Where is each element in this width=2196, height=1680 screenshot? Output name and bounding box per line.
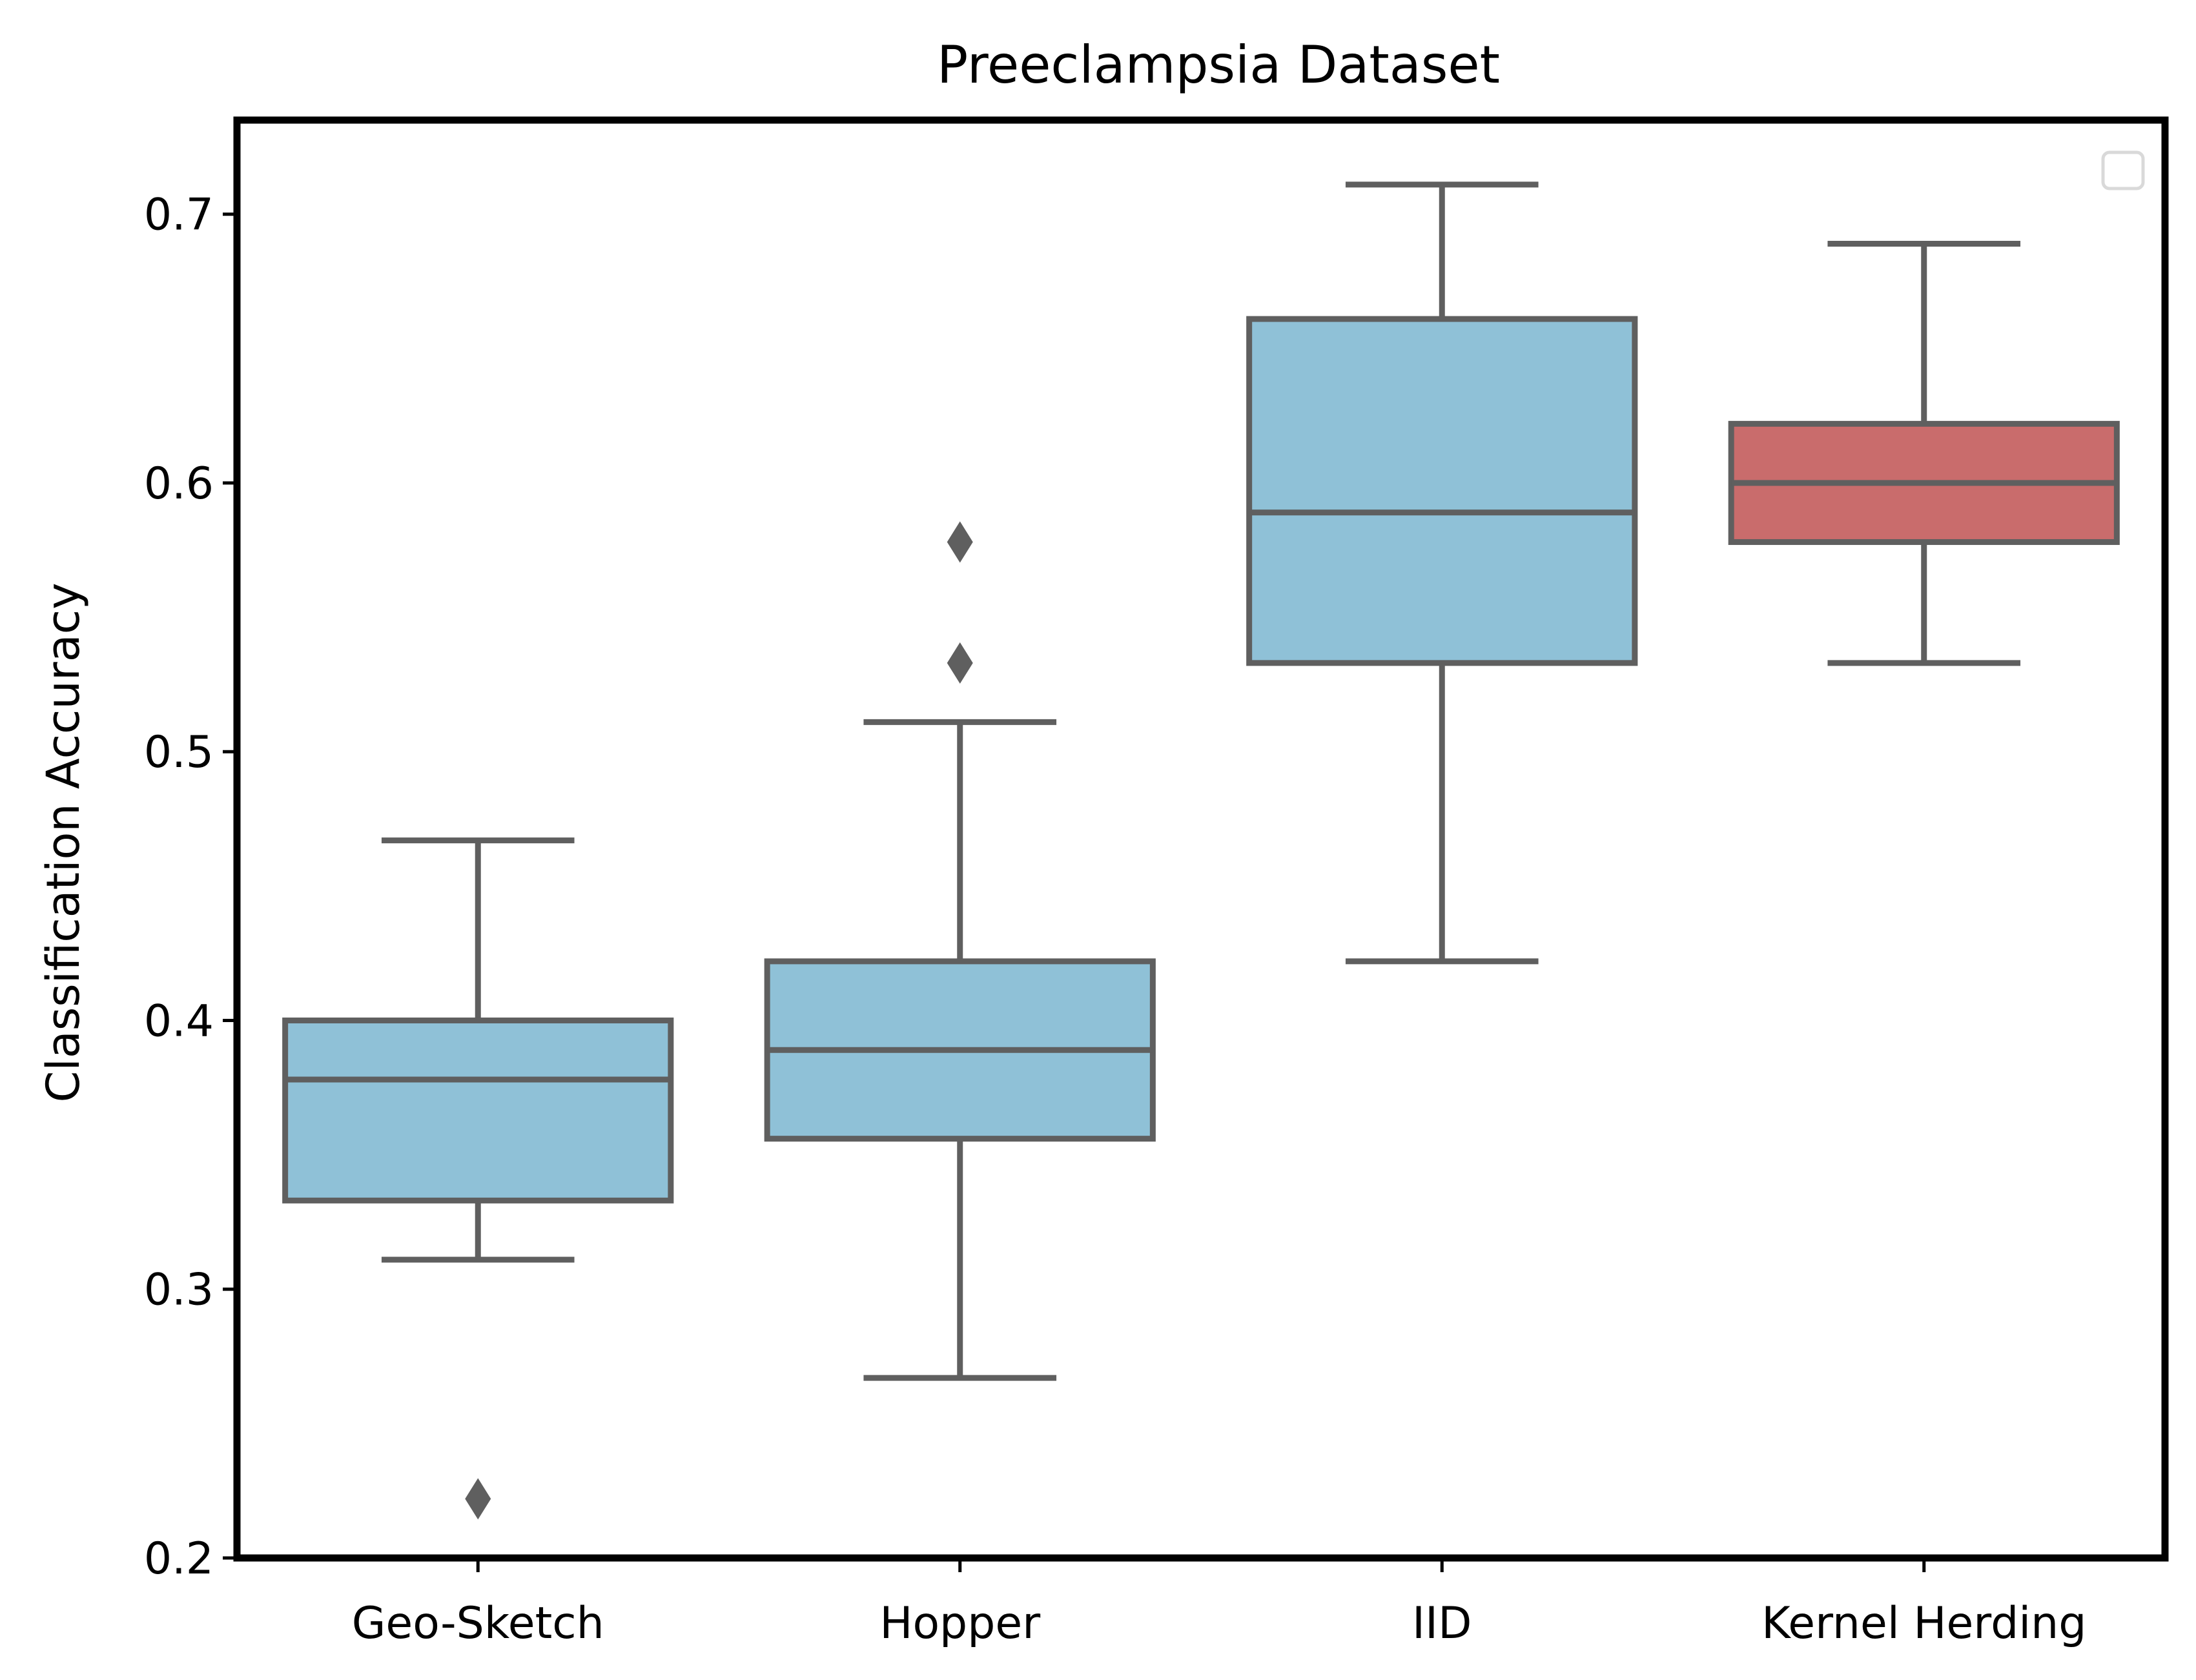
plot-frame: [233, 116, 2169, 1562]
box-group-hopper: [764, 521, 1156, 1381]
chart-title: Preeclampsia Dataset: [937, 35, 1500, 95]
y-tick-label: 0.7: [144, 190, 214, 241]
y-tick-label: 0.5: [144, 727, 214, 778]
iqr-box: [282, 1017, 674, 1204]
legend-box: [2101, 150, 2145, 190]
plot-area: 0.2 0.3 0.4 0.5 0.6 0.7 Geo-Sketch Hopper IID Ker…: [144, 116, 2169, 1649]
outlier-marker: [465, 1478, 491, 1520]
x-tick-label: IID: [1412, 1598, 1472, 1649]
y-tick-label: 0.2: [144, 1533, 214, 1584]
y-axis-title: Classification Accuracy: [37, 583, 90, 1103]
x-tick-label: Hopper: [879, 1598, 1040, 1649]
box-group-iid: [1246, 181, 1638, 965]
y-tick-label: 0.6: [144, 458, 214, 509]
outlier-marker: [947, 521, 973, 563]
x-tick-label: Geo-Sketch: [352, 1598, 604, 1649]
y-tick-label: 0.4: [144, 996, 214, 1047]
y-tick-label: 0.3: [144, 1265, 214, 1316]
box-group-geo-sketch: [282, 837, 674, 1520]
box-group-kernel-herding: [1728, 240, 2120, 666]
iqr-box: [1246, 316, 1638, 666]
outlier-marker: [947, 642, 973, 684]
x-tick-label: Kernel Herding: [1761, 1598, 2086, 1649]
